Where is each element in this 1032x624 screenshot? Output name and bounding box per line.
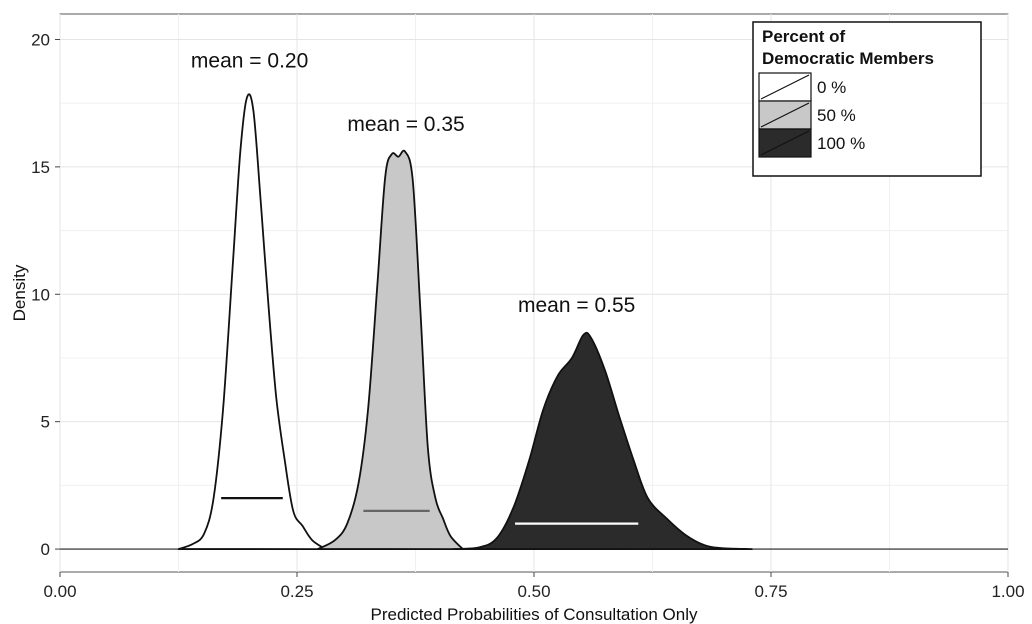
interval-lines [221, 497, 639, 525]
x-tick-label: 0.50 [517, 582, 550, 601]
x-tick-label: 0.75 [754, 582, 787, 601]
density-area-series-3 [452, 331, 753, 550]
mean-annotation-3: mean = 0.55 [518, 294, 635, 317]
y-tick-label: 0 [41, 540, 50, 559]
legend-key-diagonal [760, 130, 810, 156]
density-area-series-1 [177, 93, 327, 550]
y-tick-label: 20 [31, 30, 50, 49]
legend-key-diagonal [760, 102, 810, 128]
y-tick-label: 10 [31, 285, 50, 304]
legend-entries: 0 % 50 % 100 % [758, 72, 865, 158]
legend-title-line-2: Democratic Members [762, 49, 934, 68]
mean-annotation-1: mean = 0.20 [191, 50, 308, 73]
legend: Percent of Democratic Members 0 % 50 % 100… [752, 21, 982, 177]
x-axis-ticks: 0.00 0.25 0.50 0.75 1.00 [43, 572, 1025, 601]
legend-key-diagonal [760, 74, 810, 100]
x-axis-title: Predicted Probabilities of Consultation … [371, 605, 698, 624]
legend-label-series-1: 0 % [817, 78, 846, 97]
x-tick-label: 0.25 [280, 582, 313, 601]
y-axis-ticks: 0 5 10 15 20 [31, 30, 60, 559]
y-axis-title: Density [10, 264, 29, 321]
legend-label-series-2: 50 % [817, 106, 856, 125]
x-tick-label: 0.00 [43, 582, 76, 601]
mean-annotation-2: mean = 0.35 [347, 113, 464, 136]
density-areas [177, 93, 753, 550]
y-tick-label: 5 [41, 413, 50, 432]
legend-label-series-3: 100 % [817, 134, 865, 153]
y-tick-label: 15 [31, 158, 50, 177]
legend-title-line-1: Percent of [762, 27, 845, 46]
mean-annotations: mean = 0.20 mean = 0.35 mean = 0.55 [191, 50, 635, 318]
x-tick-label: 1.00 [991, 582, 1024, 601]
density-area-series-2 [316, 149, 464, 550]
